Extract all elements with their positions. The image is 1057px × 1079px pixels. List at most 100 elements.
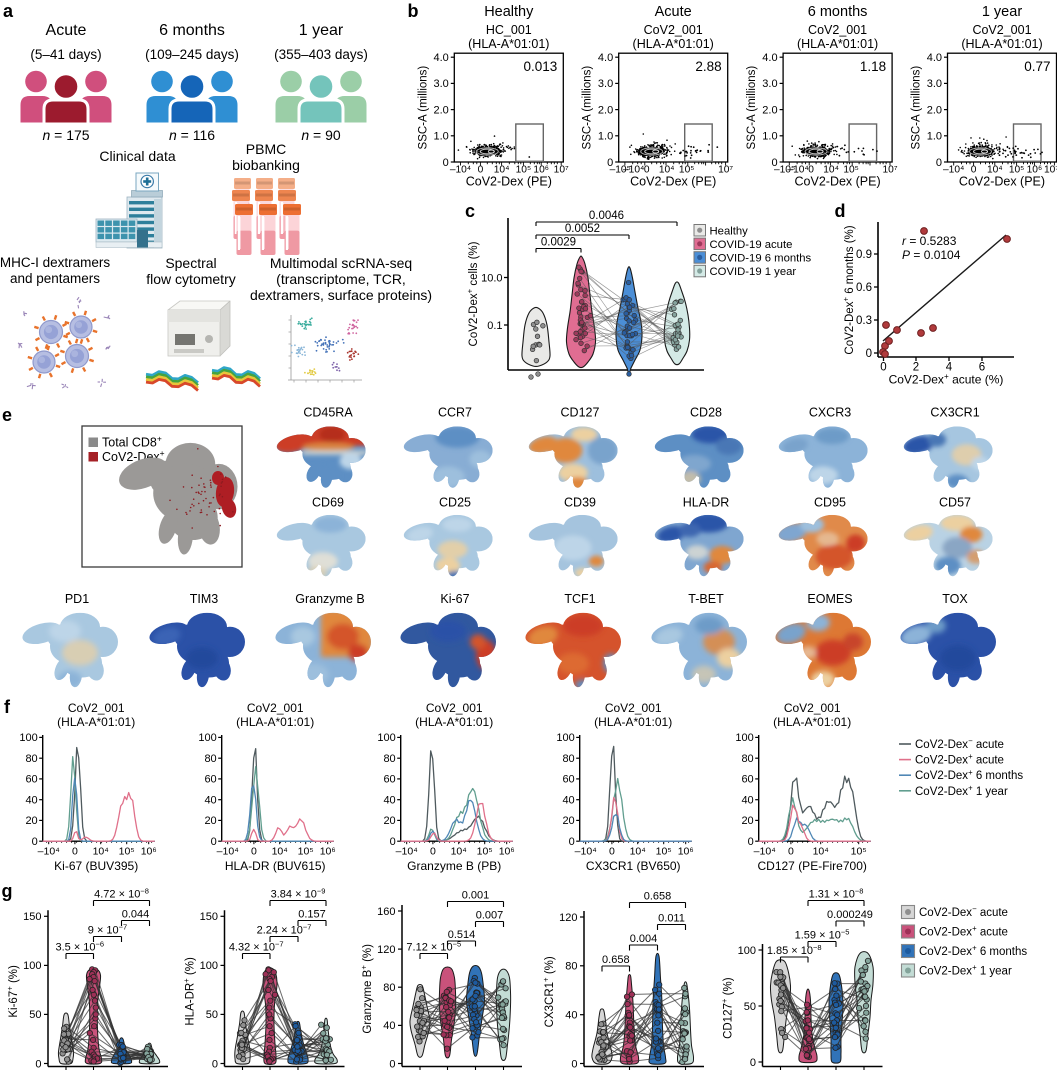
- svg-text:Spectral: Spectral: [165, 255, 216, 271]
- svg-text:0: 0: [430, 846, 436, 858]
- svg-text:0.0046: 0.0046: [589, 210, 624, 222]
- svg-text:CX3CR1 (BV650): CX3CR1 (BV650): [586, 859, 681, 873]
- svg-text:0.6: 0.6: [856, 282, 872, 294]
- svg-text:dextramers, surface proteins): dextramers, surface proteins): [250, 287, 432, 303]
- svg-text:CoV2-Dex−​ acute: CoV2-Dex−​ acute: [919, 905, 1008, 919]
- svg-text:Total CD8+​: Total CD8+​: [102, 434, 162, 450]
- svg-text:2.0: 2.0: [598, 104, 613, 116]
- svg-text:80: 80: [204, 753, 216, 765]
- svg-text:HLA-DR+​ (%): HLA-DR+​ (%): [182, 957, 196, 1026]
- svg-text:4.0: 4.0: [927, 52, 942, 64]
- svg-text:n = 116: n = 116: [169, 127, 215, 143]
- svg-text:0.001: 0.001: [462, 890, 490, 902]
- svg-text:0.011: 0.011: [658, 913, 685, 925]
- svg-text:10⁷: 10⁷: [554, 165, 569, 176]
- svg-text:(transcriptome, TCR,: (transcriptome, TCR,: [276, 271, 406, 287]
- svg-text:0.9: 0.9: [856, 249, 872, 261]
- svg-text:CoV2_001: CoV2_001: [247, 701, 304, 715]
- svg-text:0: 0: [35, 1058, 41, 1070]
- svg-text:0: 0: [750, 1057, 756, 1069]
- svg-text:(109–245 days): (109–245 days): [145, 47, 239, 62]
- svg-text:50: 50: [29, 1009, 41, 1021]
- svg-text:10⁴: 10⁴: [630, 846, 646, 858]
- svg-text:CD45RA: CD45RA: [303, 406, 353, 420]
- svg-text:10⁵: 10⁵: [656, 846, 672, 858]
- svg-text:–10⁴: –10⁴: [575, 846, 597, 858]
- svg-text:10⁷: 10⁷: [1044, 165, 1057, 176]
- svg-text:160: 160: [377, 906, 395, 918]
- svg-text:Granzyme B+​ (%): Granzyme B+​ (%): [360, 944, 374, 1034]
- svg-text:CoV2_001: CoV2_001: [972, 23, 1031, 37]
- svg-text:EOMES: EOMES: [807, 592, 852, 606]
- svg-text:120: 120: [559, 912, 577, 924]
- svg-text:10⁵: 10⁵: [851, 846, 867, 858]
- svg-text:Clinical data: Clinical data: [99, 148, 175, 164]
- svg-text:0: 0: [443, 157, 449, 169]
- svg-text:0.007: 0.007: [476, 910, 504, 922]
- svg-text:6 months: 6 months: [159, 22, 225, 39]
- svg-text:CoV2-Dex (PE): CoV2-Dex (PE): [795, 175, 881, 189]
- svg-text:CD28: CD28: [690, 406, 722, 420]
- svg-text:Acute: Acute: [655, 4, 692, 20]
- svg-text:CoV2-Dex (PE): CoV2-Dex (PE): [630, 175, 716, 189]
- svg-text:3.0: 3.0: [927, 78, 942, 90]
- svg-text:CCR7: CCR7: [438, 406, 472, 420]
- svg-text:CXCR3: CXCR3: [809, 406, 851, 420]
- svg-text:10⁵: 10⁵: [119, 846, 135, 858]
- svg-text:n = 90: n = 90: [301, 127, 341, 143]
- svg-text:CoV2-Dex+​ 1 year: CoV2-Dex+​ 1 year: [919, 963, 1012, 977]
- svg-text:–10⁴: –10⁴: [217, 846, 239, 858]
- svg-text:CoV2-Dex+​ acute: CoV2-Dex+​ acute: [915, 752, 1004, 766]
- svg-text:0.0029: 0.0029: [541, 237, 576, 249]
- svg-text:0: 0: [866, 348, 872, 360]
- svg-text:0: 0: [609, 846, 615, 858]
- svg-text:–10⁴: –10⁴: [396, 846, 418, 858]
- svg-text:0: 0: [212, 1058, 218, 1070]
- svg-text:1 year: 1 year: [982, 4, 1022, 20]
- svg-text:Ki-67: Ki-67: [440, 592, 469, 606]
- svg-text:2.0: 2.0: [434, 104, 449, 116]
- svg-text:0.1: 0.1: [487, 320, 502, 332]
- svg-text:0.044: 0.044: [122, 909, 150, 921]
- svg-text:CoV2-Dex+​ cells (%): CoV2-Dex+​ cells (%): [466, 241, 480, 346]
- svg-text:Granzyme B: Granzyme B: [295, 592, 364, 606]
- svg-text:60: 60: [25, 774, 37, 786]
- svg-text:0: 0: [788, 846, 794, 858]
- svg-text:80: 80: [383, 753, 395, 765]
- svg-text:1.0: 1.0: [434, 131, 449, 143]
- svg-text:COVID-19 6 months: COVID-19 6 months: [710, 253, 812, 265]
- svg-text:CD39: CD39: [564, 496, 596, 510]
- svg-text:0.3: 0.3: [856, 315, 872, 327]
- svg-text:0.000249: 0.000249: [827, 909, 873, 921]
- svg-text:c: c: [465, 201, 475, 221]
- svg-text:40: 40: [204, 795, 216, 807]
- svg-text:CoV2-Dex−​ acute: CoV2-Dex−​ acute: [915, 737, 1004, 751]
- svg-text:10.0: 10.0: [481, 272, 502, 284]
- svg-text:CoV2-Dex+​ acute: CoV2-Dex+​ acute: [919, 924, 1008, 938]
- svg-text:10⁵: 10⁵: [298, 846, 314, 858]
- svg-text:1 year: 1 year: [299, 22, 344, 39]
- svg-text:10⁵: 10⁵: [477, 846, 493, 858]
- svg-text:Healthy: Healthy: [710, 225, 749, 237]
- svg-text:100: 100: [23, 960, 41, 972]
- svg-text:–10⁴: –10⁴: [38, 846, 60, 858]
- svg-text:80: 80: [562, 753, 574, 765]
- svg-text:–10⁴: –10⁴: [754, 846, 776, 858]
- svg-text:0.0052: 0.0052: [565, 223, 600, 235]
- svg-text:10⁷: 10⁷: [718, 165, 733, 176]
- svg-text:150: 150: [23, 911, 41, 923]
- svg-text:(HLA-A*01:01): (HLA-A*01:01): [633, 37, 714, 51]
- svg-text:40: 40: [25, 795, 37, 807]
- svg-text:CD127 (PE-Fire700): CD127 (PE-Fire700): [758, 859, 867, 873]
- svg-text:0: 0: [251, 846, 257, 858]
- svg-text:80: 80: [383, 982, 395, 994]
- svg-text:100: 100: [556, 732, 574, 744]
- svg-text:10⁷: 10⁷: [882, 165, 897, 176]
- svg-text:Acute: Acute: [46, 22, 87, 39]
- svg-text:0: 0: [880, 362, 886, 374]
- svg-text:Ki-67 (BUV395): Ki-67 (BUV395): [54, 859, 138, 873]
- svg-text:150: 150: [200, 911, 218, 923]
- svg-text:SSC-A (millions): SSC-A (millions): [911, 66, 923, 150]
- svg-text:SSC-A (millions): SSC-A (millions): [746, 66, 758, 150]
- svg-text:(5–41 days): (5–41 days): [30, 47, 101, 62]
